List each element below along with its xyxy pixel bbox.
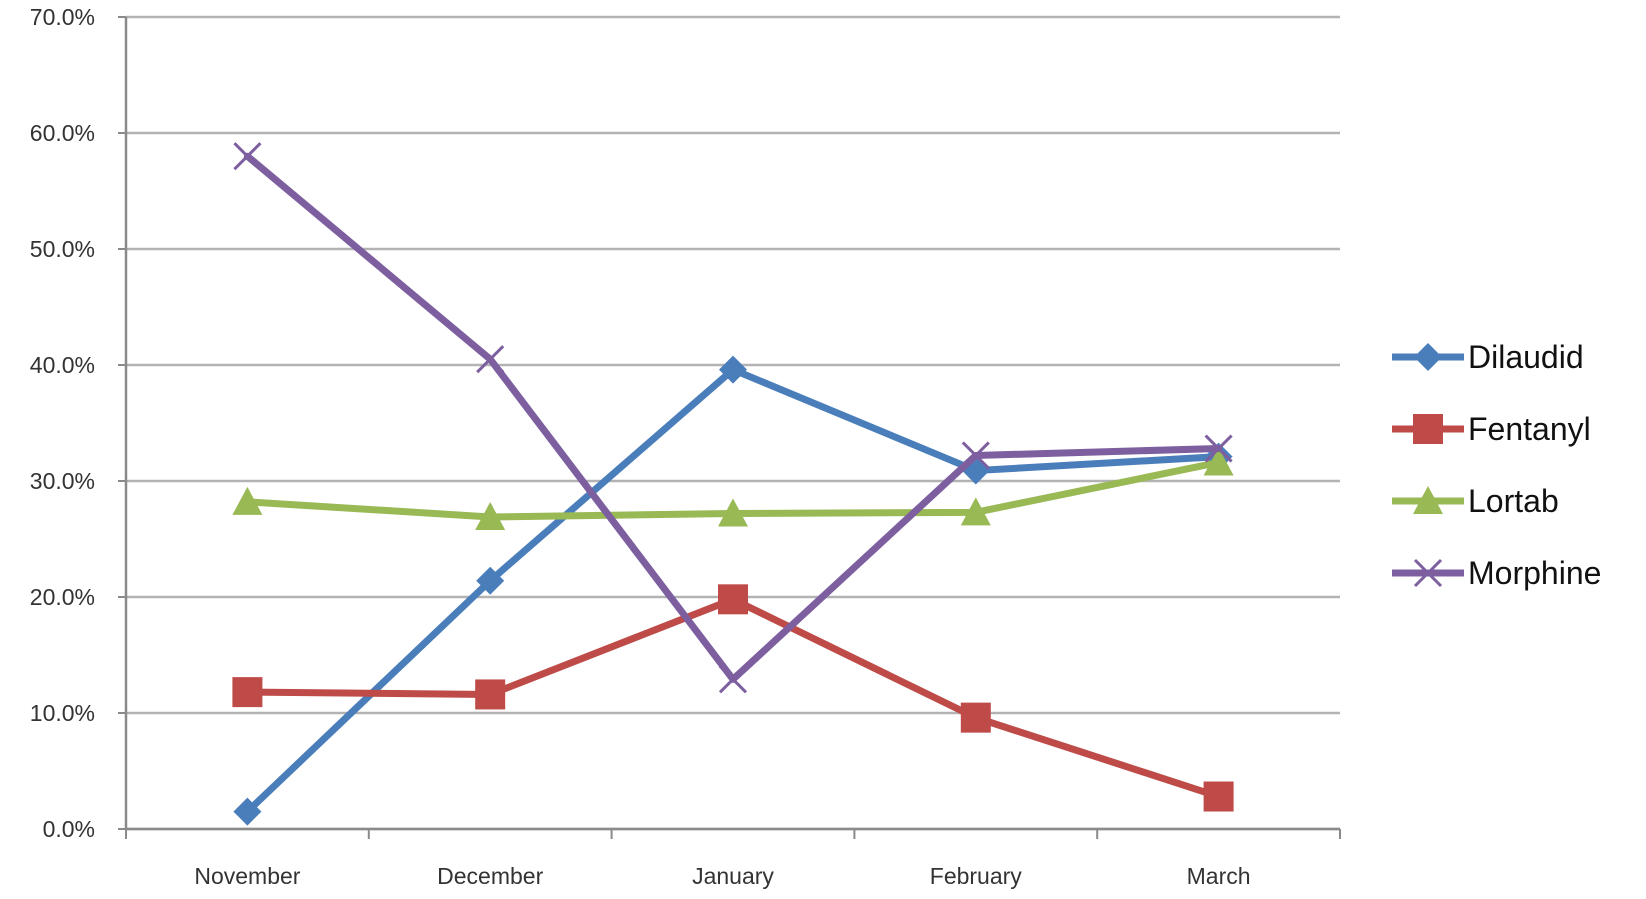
- data-point: [476, 566, 505, 595]
- legend-marker: [1414, 343, 1442, 371]
- y-tick-label: 0.0%: [43, 816, 95, 842]
- legend-label: Fentanyl: [1468, 411, 1591, 447]
- data-point: [233, 142, 262, 171]
- data-point: [961, 441, 990, 470]
- x-tick-label: November: [194, 863, 300, 889]
- data-point: [475, 501, 506, 530]
- grid-lines: [118, 15, 1340, 831]
- data-point: [718, 665, 748, 694]
- data-point: [718, 584, 748, 615]
- series-lines: [232, 142, 1234, 826]
- legend-item-fentanyl: Fentanyl: [1392, 411, 1591, 447]
- y-tick-label: 60.0%: [30, 120, 95, 146]
- x-axis-tick-labels: November December January February March: [194, 863, 1250, 889]
- x-tick-label: February: [930, 863, 1023, 889]
- data-point: [1203, 781, 1234, 812]
- data-point: [232, 677, 263, 708]
- y-tick-label: 40.0%: [30, 352, 95, 378]
- data-point: [960, 702, 991, 733]
- series-fentanyl: [232, 584, 1234, 812]
- series-line: [243, 595, 1223, 801]
- data-point: [476, 345, 505, 374]
- x-tick-label: December: [437, 863, 543, 889]
- legend-marker: [1413, 486, 1443, 514]
- legend-item-morphine: Morphine: [1392, 555, 1601, 591]
- data-point: [233, 797, 262, 826]
- x-tick-label: March: [1187, 863, 1251, 889]
- data-point: [718, 498, 748, 527]
- y-tick-label: 10.0%: [30, 700, 95, 726]
- legend-item-dilaudid: Dilaudid: [1392, 339, 1584, 375]
- legend-marker: [1413, 558, 1443, 588]
- y-tick-label: 50.0%: [30, 236, 95, 262]
- y-axis-tick-labels: 0.0% 10.0% 20.0% 30.0% 40.0% 50.0% 60.0% 70.0%: [30, 4, 95, 842]
- series-lortab: [232, 447, 1234, 530]
- data-point: [1203, 447, 1234, 476]
- y-tick-label: 20.0%: [30, 584, 95, 610]
- legend: Dilaudid Fentanyl Lortab Morphine: [1392, 339, 1601, 591]
- axes: [124, 17, 1341, 839]
- data-point: [1204, 434, 1233, 463]
- legend-label: Morphine: [1468, 555, 1601, 591]
- series-morphine: [233, 142, 1233, 694]
- y-tick-label: 70.0%: [30, 4, 95, 30]
- legend-label: Lortab: [1468, 483, 1559, 519]
- y-tick-label: 30.0%: [30, 468, 95, 494]
- legend-label: Dilaudid: [1468, 339, 1584, 375]
- data-point: [960, 497, 991, 526]
- legend-item-lortab: Lortab: [1392, 483, 1559, 519]
- x-tick-label: January: [692, 863, 774, 889]
- legend-marker: [1413, 414, 1443, 444]
- data-point: [232, 486, 263, 515]
- data-point: [719, 355, 747, 384]
- data-point: [475, 679, 506, 710]
